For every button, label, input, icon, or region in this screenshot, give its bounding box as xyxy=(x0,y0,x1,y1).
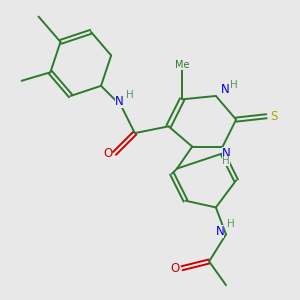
Text: H: H xyxy=(222,156,230,166)
Text: S: S xyxy=(270,110,278,123)
Text: H: H xyxy=(126,90,134,100)
Text: O: O xyxy=(170,262,179,275)
Text: N: N xyxy=(222,147,230,160)
Text: N: N xyxy=(215,225,224,238)
Text: N: N xyxy=(115,94,124,107)
Text: H: H xyxy=(230,80,237,90)
Text: O: O xyxy=(103,147,112,160)
Text: N: N xyxy=(221,83,230,96)
Text: H: H xyxy=(227,219,235,229)
Text: Me: Me xyxy=(175,60,189,70)
